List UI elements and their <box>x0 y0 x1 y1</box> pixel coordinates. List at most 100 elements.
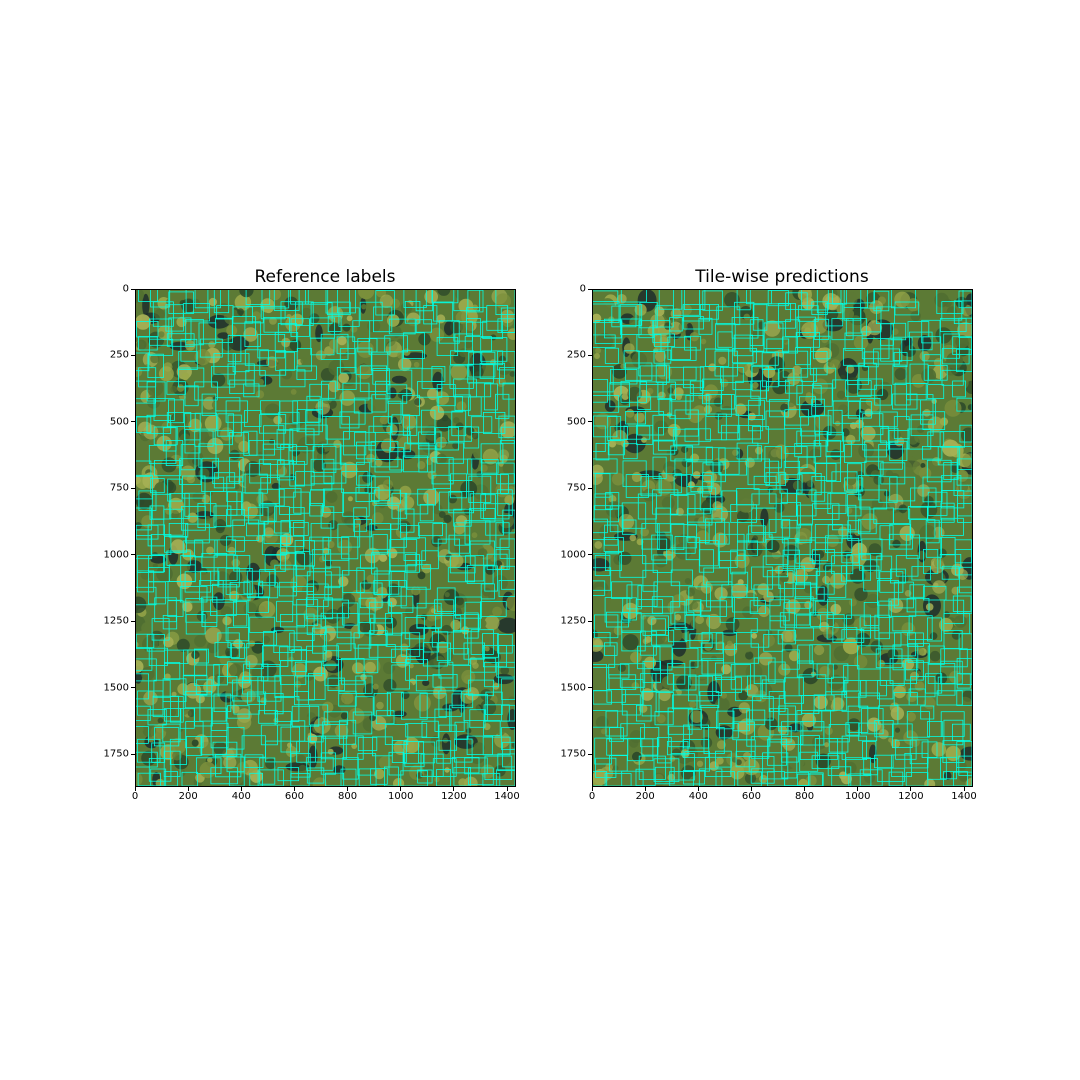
bounding-box <box>451 756 480 774</box>
tree-crown <box>422 763 434 775</box>
x-tick-label: 200 <box>178 791 198 802</box>
bounding-box <box>373 416 392 433</box>
bounding-box <box>959 566 972 594</box>
bounding-box <box>878 632 902 647</box>
tree-crown <box>681 445 689 454</box>
canopy-gap <box>217 332 230 340</box>
tree-crown <box>944 399 962 417</box>
bounding-box <box>825 691 848 711</box>
bounding-box <box>162 614 178 630</box>
bounding-box <box>438 724 458 751</box>
bounding-box <box>305 424 328 445</box>
bounding-box <box>826 598 852 619</box>
tree-crown <box>265 758 276 770</box>
x-tick-label: 1200 <box>898 791 924 802</box>
bounding-box <box>592 366 614 393</box>
bounding-box <box>619 555 647 578</box>
bounding-box <box>485 520 504 536</box>
tree-crown <box>444 592 450 598</box>
bounding-box <box>672 428 700 446</box>
bounding-box <box>769 399 789 418</box>
bounding-box <box>877 600 892 618</box>
bounding-box <box>670 753 695 781</box>
bounding-box <box>862 413 884 436</box>
bounding-box <box>182 675 208 696</box>
tree-crown <box>286 314 292 320</box>
bounding-box <box>499 538 515 559</box>
tree-crown <box>156 565 173 583</box>
tree-crown <box>670 447 679 456</box>
bounding-box <box>183 649 208 676</box>
bounding-box <box>827 583 847 598</box>
tree-crown <box>319 555 326 563</box>
bounding-box <box>689 380 704 394</box>
tree-crown <box>854 529 861 536</box>
tree-crown <box>931 742 947 757</box>
bounding-box <box>878 705 899 725</box>
tree-crown <box>910 737 920 748</box>
bounding-box <box>878 443 903 470</box>
tree-crown <box>315 350 326 361</box>
bounding-box <box>226 476 244 502</box>
tree-crown <box>942 311 957 326</box>
tree-crown <box>816 607 830 621</box>
tree-crown <box>263 455 271 463</box>
bounding-box <box>469 709 486 728</box>
bounding-box <box>486 305 508 331</box>
bounding-box <box>431 631 449 648</box>
bounding-box <box>468 396 482 417</box>
bounding-box <box>375 290 395 316</box>
bounding-box <box>355 658 379 674</box>
y-tick-mark <box>588 288 592 290</box>
bounding-box <box>279 369 306 388</box>
bounding-box <box>640 673 657 693</box>
bounding-box <box>893 691 918 706</box>
tree-crown <box>942 439 960 457</box>
bounding-box <box>841 538 860 564</box>
bounding-box <box>448 490 474 514</box>
bounding-box <box>766 381 790 402</box>
tree-crown <box>892 328 899 335</box>
bounding-box <box>400 632 421 657</box>
tree-crown <box>441 624 452 636</box>
tree-crown <box>735 759 742 766</box>
bounding-box <box>844 477 864 492</box>
tree-crown <box>464 703 482 720</box>
bounding-box <box>797 472 822 496</box>
tree-crown <box>297 436 315 454</box>
bounding-box <box>196 757 222 774</box>
panel-title-reference: Reference labels <box>254 267 396 287</box>
bounding-box <box>278 581 297 597</box>
bounding-box <box>325 566 341 589</box>
tree-crown <box>181 372 190 381</box>
bounding-box <box>232 353 250 373</box>
bounding-box <box>956 458 972 486</box>
bounding-box <box>784 428 802 454</box>
bounding-box <box>952 595 972 612</box>
bounding-box <box>880 338 903 362</box>
tree-crown <box>233 484 240 490</box>
bounding-box <box>229 457 244 483</box>
bounding-box <box>801 694 820 714</box>
tree-crown <box>667 423 681 437</box>
bounding-box <box>357 338 378 353</box>
tree-crown <box>931 398 937 404</box>
tree-crown <box>408 663 414 669</box>
bounding-box <box>699 540 719 567</box>
bounding-box <box>263 693 284 715</box>
bounding-box <box>843 679 867 698</box>
tree-crown <box>166 707 177 718</box>
tree-crown <box>429 327 445 342</box>
bounding-box <box>135 474 153 500</box>
tree-crown <box>725 617 740 631</box>
tree-crown <box>337 606 351 619</box>
bounding-box <box>275 695 300 722</box>
bounding-box <box>622 443 638 460</box>
bounding-box <box>893 416 910 440</box>
bounding-box <box>231 642 245 659</box>
bounding-box <box>667 707 693 735</box>
bounding-box <box>152 301 174 327</box>
tree-crown <box>455 515 468 527</box>
tree-crown <box>654 555 668 568</box>
tree-crown <box>375 459 383 467</box>
